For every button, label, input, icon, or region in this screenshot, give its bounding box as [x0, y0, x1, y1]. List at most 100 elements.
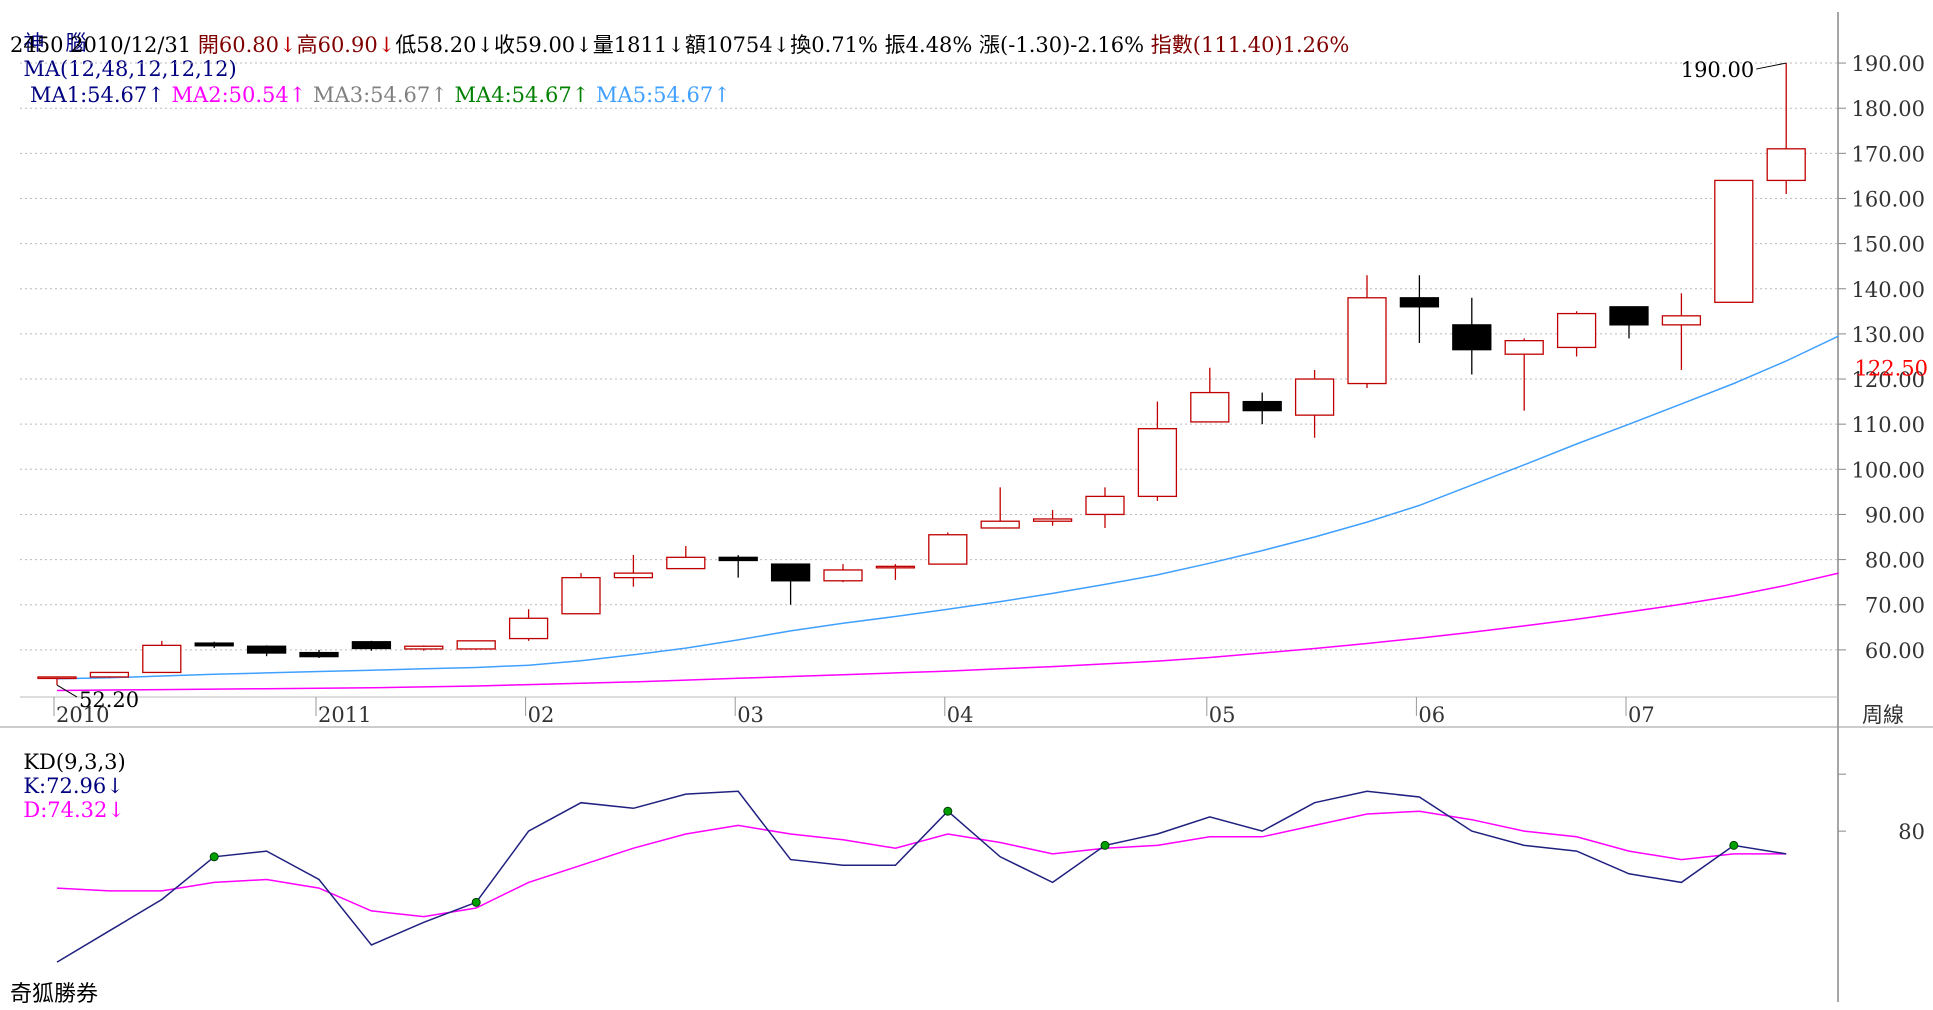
- k-arrow: ↓: [106, 774, 124, 798]
- golden-cross-dot: [1100, 840, 1110, 850]
- summary-field-8: ↓: [575, 33, 593, 57]
- ma2-line: [56, 572, 1839, 692]
- stock-name: 神 腦: [23, 31, 87, 55]
- candlesticks: 190.00 52.20: [37, 58, 1806, 712]
- ma-value-5: MA5:54.67↑: [589, 83, 731, 107]
- candlestick: [1609, 306, 1649, 339]
- candlestick: [1452, 297, 1492, 375]
- time-tick-label: 05: [1209, 703, 1236, 727]
- time-tick-label: 04: [947, 703, 974, 727]
- golden-cross-dot: [1729, 840, 1739, 850]
- candle-body: [561, 576, 601, 615]
- candlestick: [142, 640, 182, 674]
- ma1-line: [56, 335, 1839, 680]
- kd-tick-label: 80: [1898, 820, 1925, 844]
- candle-body: [613, 572, 654, 579]
- candle-body: [456, 640, 496, 650]
- candle-body: [1556, 312, 1597, 349]
- indicator-header: 神 腦 MA(12,48,12,12,12) MA1:54.67↑ MA2:50…: [10, 4, 731, 108]
- k-value: K:72.96: [23, 774, 107, 798]
- candlestick: [928, 532, 968, 565]
- ma-value-4: MA4:54.67↑: [447, 83, 590, 107]
- price-axis: 60.00 70.00 80.00 90.00 100.00 110.00 120.00 13…: [1838, 52, 1928, 663]
- candle-body: [37, 676, 77, 680]
- candlestick: [508, 609, 549, 641]
- summary-field-10: ↓: [667, 33, 685, 57]
- price-tick-label: 60.00: [1865, 639, 1925, 663]
- candlestick: [37, 676, 77, 686]
- summary-field-2: ↓: [278, 33, 297, 57]
- candlestick: [1504, 338, 1544, 411]
- summary-field-7: 收59.00: [494, 33, 576, 57]
- candlestick: [1661, 293, 1702, 370]
- candle-body: [1714, 179, 1754, 303]
- candlestick: [1032, 509, 1073, 526]
- candlestick: [561, 573, 601, 615]
- candle-body: [299, 651, 339, 658]
- candle-body: [1294, 378, 1335, 416]
- price-tick-label: 160.00: [1852, 187, 1925, 211]
- candle-body: [1032, 518, 1073, 522]
- candle-body: [718, 556, 758, 562]
- max-price-label: 190.00: [1681, 58, 1754, 82]
- summary-field-11: 額10754: [684, 33, 773, 57]
- candlestick: [1766, 63, 1806, 194]
- candle-body: [1085, 495, 1125, 516]
- kd-panel: 80: [56, 773, 1925, 963]
- candlestick: [1399, 275, 1440, 343]
- summary-field-1: 開60.80: [197, 33, 279, 57]
- summary-field-6: ↓: [476, 33, 495, 57]
- summary-field-3: 高60.90: [296, 33, 378, 57]
- summary-field-4: ↓: [377, 33, 396, 57]
- candlestick: [404, 645, 444, 651]
- ma-settings: MA(12,48,12,12,12): [23, 57, 237, 81]
- golden-cross-dot: [471, 897, 481, 907]
- price-tick-label: 130.00: [1852, 323, 1925, 347]
- price-tick-label: 70.00: [1865, 594, 1925, 618]
- candle-body: [142, 644, 182, 674]
- max-pointer: [1756, 62, 1787, 70]
- candlestick: [1085, 487, 1125, 528]
- ma-value-3: MA3:54.67↑: [306, 83, 448, 107]
- summary-field-9: 量1811: [592, 33, 668, 57]
- time-axis: 2010 2011 02 03 04 05 06 07 周線: [53, 697, 1904, 727]
- candle-body: [1452, 324, 1492, 351]
- moving-average-lines: [56, 335, 1839, 692]
- candlestick: [1137, 401, 1178, 501]
- price-tick-label: 80.00: [1865, 549, 1925, 573]
- candle-body: [1766, 148, 1806, 182]
- summary-field-15: 漲(-1.30)-2.16%: [972, 33, 1145, 57]
- time-tick-label: 07: [1628, 703, 1655, 727]
- time-tick-label: 2011: [318, 703, 371, 727]
- min-price-label: 52.20: [79, 688, 139, 712]
- ohlc-summary: 2450 2010/12/31 開60.80↓高60.90↓低58.20↓收59…: [10, 32, 1349, 58]
- candle-body: [89, 671, 130, 678]
- candlestick: [246, 645, 287, 657]
- candlestick: [1556, 311, 1597, 357]
- price-tick-label: 100.00: [1852, 458, 1925, 482]
- candle-body: [194, 642, 234, 647]
- candlestick: [299, 649, 339, 658]
- candlestick: [718, 555, 758, 578]
- summary-field-14: 振4.48%: [877, 33, 973, 57]
- min-pointer: [56, 684, 78, 698]
- summary-field-13: 換0.71%: [790, 33, 878, 57]
- candle-body: [928, 534, 968, 565]
- time-tick-label: 03: [737, 703, 764, 727]
- time-tick-label: 2010: [56, 703, 109, 727]
- price-tick-label: 140.00: [1852, 278, 1925, 302]
- time-tick-label: 02: [528, 703, 555, 727]
- candlestick: [666, 546, 706, 570]
- kd-legend: KD(9,3,3) K:72.96↓ D:74.32↓: [10, 726, 125, 822]
- candle-body: [1347, 297, 1387, 385]
- summary-field-0: 2450 2010/12/31: [10, 33, 198, 57]
- candlestick: [1714, 179, 1754, 303]
- price-tick-label: 180.00: [1852, 97, 1925, 121]
- price-tick-label: 110.00: [1852, 413, 1925, 437]
- candle-body: [1661, 315, 1702, 326]
- summary-field-16: 指數(111.40)1.26%: [1144, 33, 1350, 57]
- time-tick-label: 06: [1418, 703, 1445, 727]
- golden-cross-dot: [943, 806, 953, 816]
- price-grid: [0, 12, 1933, 1002]
